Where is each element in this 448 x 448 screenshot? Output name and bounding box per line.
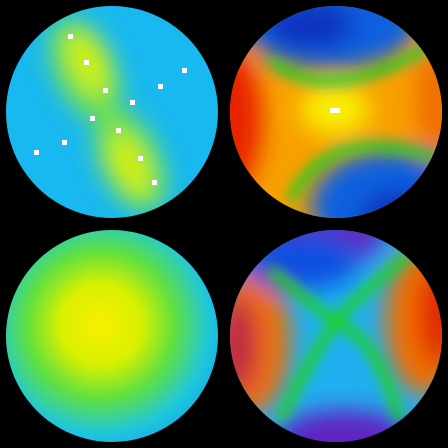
panel-bottom-right (230, 230, 442, 442)
markers (34, 34, 187, 185)
panel-top-right (230, 6, 442, 218)
panel-top-left (6, 6, 218, 218)
panel-bottom-left (6, 230, 218, 442)
